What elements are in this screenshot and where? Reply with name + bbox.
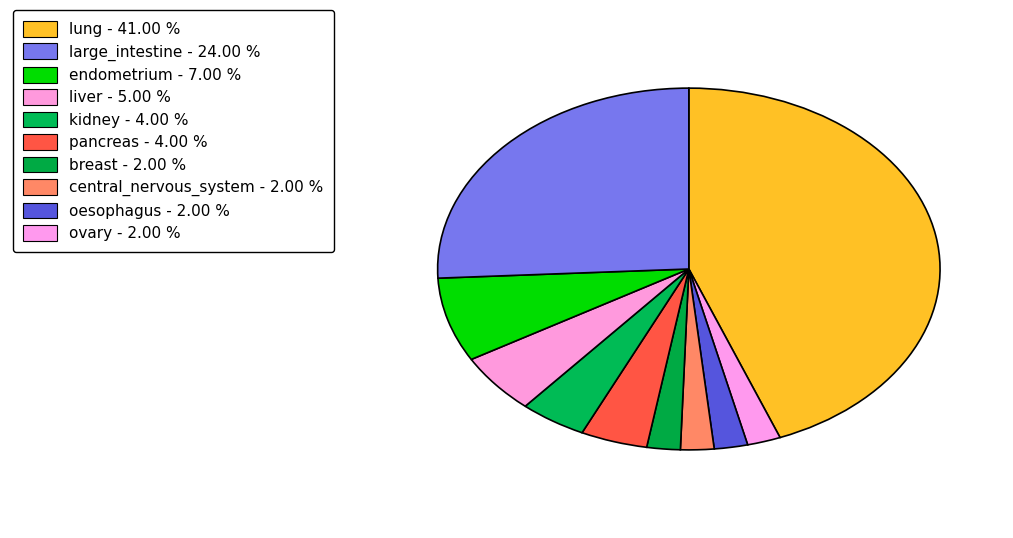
Wedge shape: [689, 88, 940, 437]
Wedge shape: [471, 269, 689, 406]
Legend: lung - 41.00 %, large_intestine - 24.00 %, endometrium - 7.00 %, liver - 5.00 %,: lung - 41.00 %, large_intestine - 24.00 …: [13, 10, 334, 252]
Wedge shape: [681, 269, 714, 450]
Wedge shape: [689, 269, 748, 449]
Wedge shape: [689, 269, 780, 445]
Wedge shape: [438, 88, 689, 278]
Wedge shape: [438, 269, 689, 359]
Wedge shape: [646, 269, 689, 450]
Wedge shape: [582, 269, 689, 447]
Wedge shape: [525, 269, 689, 433]
